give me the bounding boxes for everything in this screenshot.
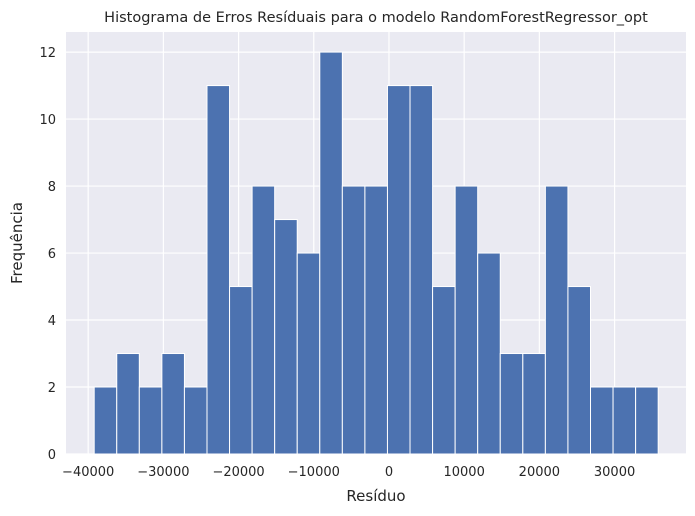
histogram-bar	[589, 386, 614, 455]
x-tick-label: 30000	[594, 465, 635, 480]
y-tick-label: 8	[48, 180, 56, 195]
histogram-bar	[432, 286, 456, 455]
x-axis-ticks: −40000 −30000 −20000 −10000 0 10000 20000 30000	[62, 465, 635, 480]
y-tick-label: 2	[48, 381, 56, 396]
y-tick-label: 12	[39, 46, 56, 61]
histogram-bar	[364, 185, 388, 455]
histogram-bars	[93, 51, 659, 455]
histogram-bar	[454, 185, 479, 455]
histogram-bar	[477, 252, 501, 455]
histogram-bar	[567, 286, 591, 455]
histogram-bar	[161, 353, 185, 455]
y-tick-label: 0	[48, 448, 56, 463]
x-axis-label: Resíduo	[346, 487, 405, 505]
histogram-bar	[93, 386, 118, 455]
histogram-bar	[612, 386, 637, 455]
histogram-bar	[499, 353, 524, 455]
x-tick-label: −10000	[288, 465, 340, 480]
x-tick-label: −30000	[137, 465, 189, 480]
x-tick-label: 20000	[519, 465, 560, 480]
histogram-bar	[229, 286, 253, 455]
x-tick-label: −40000	[62, 465, 114, 480]
histogram-bar	[544, 185, 569, 455]
histogram-bar	[319, 51, 343, 455]
y-tick-label: 10	[39, 113, 56, 128]
histogram-bar	[183, 386, 208, 455]
histogram-bar	[386, 85, 411, 455]
x-tick-label: −20000	[212, 465, 264, 480]
histogram-bar	[522, 353, 546, 455]
histogram-bar	[274, 219, 298, 455]
histogram-bar	[138, 386, 163, 455]
x-tick-label: 10000	[443, 465, 484, 480]
histogram-bar	[296, 252, 321, 455]
chart-title: Histograma de Erros Resíduais para o mod…	[104, 10, 648, 26]
histogram-bar	[206, 85, 231, 455]
y-axis-ticks: 0 2 4 6 8 10 12	[39, 46, 56, 463]
histogram-bar	[116, 353, 140, 455]
histogram-bar	[341, 185, 366, 455]
histogram-bar	[635, 386, 659, 455]
y-tick-label: 4	[48, 314, 56, 329]
histogram-bar	[251, 185, 276, 455]
y-tick-label: 6	[48, 247, 56, 262]
y-axis-label: Frequência	[8, 202, 26, 284]
histogram-bar	[409, 85, 434, 455]
x-tick-label: 0	[385, 465, 393, 480]
